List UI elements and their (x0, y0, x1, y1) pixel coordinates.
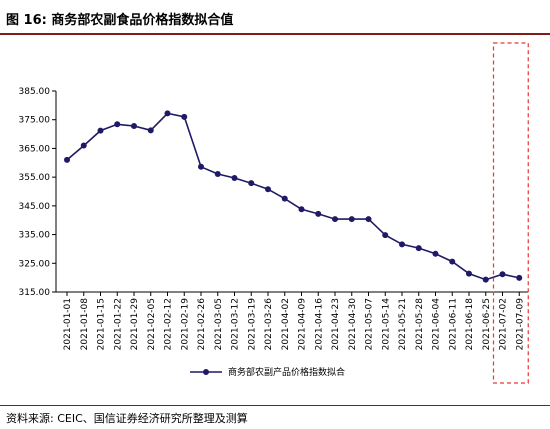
data-point (315, 210, 322, 217)
data-point (415, 245, 422, 252)
title-bar: 图 16: 商务部农副食品价格指数拟合值 (0, 0, 550, 34)
x-tick-label: 2021-03-26 (264, 298, 274, 351)
x-tick-label: 2021-01-01 (63, 298, 73, 350)
x-tick-label: 2021-07-09 (515, 298, 525, 351)
x-tick-label: 2021-05-28 (415, 298, 425, 351)
x-tick-label: 2021-04-16 (314, 298, 324, 351)
y-tick-label: 315.00 (19, 288, 51, 298)
data-point (365, 216, 372, 223)
data-point (466, 270, 472, 277)
data-point (80, 142, 87, 149)
data-point (214, 170, 221, 177)
data-point (181, 113, 188, 120)
x-tick-label: 2021-03-12 (231, 298, 241, 350)
data-point (432, 250, 439, 257)
legend-marker (203, 369, 209, 375)
data-point (399, 241, 405, 248)
x-tick-label: 2021-01-29 (130, 298, 140, 351)
data-point (97, 127, 104, 134)
x-tick-label: 2021-05-14 (381, 298, 391, 351)
data-point (298, 206, 305, 213)
data-point (348, 216, 355, 223)
data-point (114, 121, 121, 128)
y-tick-label: 345.00 (19, 202, 51, 212)
data-point (499, 271, 506, 278)
x-tick-label: 2021-01-08 (80, 298, 90, 351)
x-tick-label: 2021-03-19 (247, 298, 257, 351)
line-chart: 385.00 375.00 365.00 355.00 345.00 335.00 325.… (19, 42, 529, 384)
source-note: 资料来源: CEIC、国信证券经济研究所整理及测算 (6, 412, 248, 425)
y-tick-label: 335.00 (19, 231, 51, 241)
data-point (231, 175, 238, 182)
x-tick-label: 2021-04-30 (348, 298, 358, 351)
legend-label: 商务部农副产品价格指数拟合 (228, 366, 345, 378)
y-tick-label: 365.00 (19, 144, 51, 154)
y-tick-label: 325.00 (19, 259, 51, 269)
data-point (449, 258, 456, 265)
footer-divider (0, 405, 550, 406)
data-point (147, 127, 154, 134)
x-tick-label: 2021-06-25 (482, 298, 492, 350)
data-point (198, 163, 204, 170)
x-tick-label: 2021-02-26 (197, 298, 207, 351)
y-tick-label: 385.00 (19, 87, 51, 97)
highlight-box (492, 42, 529, 384)
data-point (131, 123, 137, 130)
x-tick-label: 2021-02-12 (164, 298, 174, 350)
x-tick-label: 2021-05-21 (398, 298, 408, 350)
x-tick-label: 2021-06-18 (465, 298, 475, 351)
x-tick-label: 2021-06-11 (448, 298, 458, 350)
data-point (164, 110, 171, 117)
data-point (332, 216, 338, 223)
x-tick-label: 2021-01-22 (113, 298, 123, 350)
x-tick-label: 2021-07-02 (499, 298, 509, 350)
data-point (281, 195, 288, 202)
x-tick-label: 2021-01-15 (97, 298, 107, 350)
x-tick-label: 2021-02-05 (147, 298, 157, 350)
x-tick-label: 2021-02-19 (180, 298, 190, 351)
data-point (516, 274, 523, 281)
data-point (482, 276, 489, 283)
data-point (64, 156, 70, 163)
data-point (248, 180, 255, 187)
data-point (265, 186, 271, 193)
y-tick-label: 355.00 (19, 173, 51, 183)
x-tick-label: 2021-05-07 (365, 298, 375, 350)
x-tick-label: 2021-03-05 (214, 298, 224, 350)
x-tick-label: 2021-04-23 (331, 298, 341, 350)
series-line (66, 112, 520, 281)
data-point (382, 232, 389, 239)
x-tick-label: 2021-06-04 (432, 298, 442, 351)
x-tick-label: 2021-04-09 (298, 298, 308, 351)
x-tick-label: 2021-04-02 (281, 298, 291, 350)
title-divider (0, 33, 550, 35)
y-tick-label: 375.00 (19, 116, 51, 126)
page-title: 图 16: 商务部农副食品价格指数拟合值 (6, 13, 234, 28)
